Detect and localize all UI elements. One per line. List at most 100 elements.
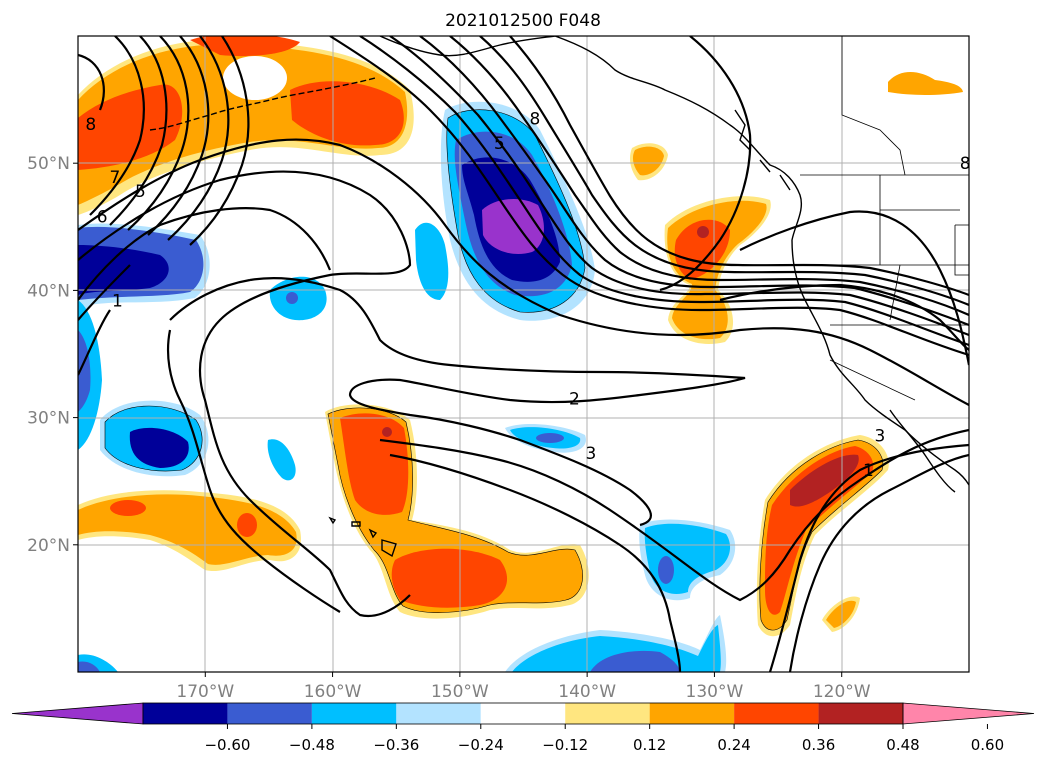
colorbar-segment xyxy=(396,703,481,724)
contour-label: 8 xyxy=(960,154,971,174)
negative-region-south xyxy=(590,650,680,672)
colorbar-tick-label: 0.12 xyxy=(633,736,666,754)
contour-26 xyxy=(509,36,969,297)
contour-label: 5 xyxy=(135,182,146,202)
colorbar-tick-label: −0.60 xyxy=(204,736,250,754)
colorbar-segment xyxy=(734,703,819,724)
contour-3 xyxy=(78,207,332,301)
contour-18 xyxy=(167,36,230,241)
positive-region-ne xyxy=(632,146,664,176)
positive-region-ne xyxy=(888,72,963,95)
contour-15 xyxy=(109,36,168,226)
contour-19 xyxy=(189,36,250,246)
contour-label: 6 xyxy=(97,208,108,228)
colorbar-extend-max xyxy=(902,702,1035,725)
contour-2 xyxy=(78,170,412,618)
lat-tick-label: 20°N xyxy=(27,536,70,556)
positive-region-nw xyxy=(78,84,183,170)
canada-borders xyxy=(841,36,906,176)
anomaly-shading xyxy=(78,36,963,672)
state-borders xyxy=(805,175,969,401)
contour-9 xyxy=(788,453,969,672)
positive-region-ne xyxy=(674,219,730,280)
positive-region-hawaii xyxy=(340,413,409,515)
contour-10 xyxy=(166,329,341,613)
contour-label: 2 xyxy=(569,390,580,410)
contour-label: 1 xyxy=(863,461,874,481)
colorbar-extend-min xyxy=(11,702,144,725)
contour-11 xyxy=(78,309,111,376)
lon-tick-label: 140°W xyxy=(558,682,616,702)
positive-region-baja xyxy=(826,600,856,628)
contour-lines xyxy=(78,36,969,672)
negative-region xyxy=(415,222,449,300)
positive-region-hawaii xyxy=(382,427,392,437)
colorbar-tick-label: 0.24 xyxy=(717,736,750,754)
lon-tick-label: 170°W xyxy=(176,682,234,702)
negative-region xyxy=(536,433,564,443)
colorbar-segment xyxy=(227,703,312,724)
positive-region-sw xyxy=(110,500,146,516)
contour-13 xyxy=(78,53,105,111)
colorbar-segment xyxy=(143,703,228,724)
contour-25 xyxy=(479,36,969,307)
contour-23 xyxy=(419,36,969,327)
contour-14 xyxy=(89,36,145,216)
contour-6 xyxy=(379,428,969,602)
baja-coast xyxy=(889,409,956,493)
positive-region-ne xyxy=(697,226,709,238)
negative-region-south xyxy=(78,661,100,672)
colorbar-frame xyxy=(142,702,904,725)
colorbar-tick-label: 0.36 xyxy=(802,736,835,754)
contour-12 xyxy=(78,264,131,321)
negative-region xyxy=(129,427,189,468)
contour-22 xyxy=(389,36,969,337)
contour-21 xyxy=(359,36,969,347)
contour-label: 5 xyxy=(494,134,505,154)
contour-28 xyxy=(739,210,969,366)
negative-region xyxy=(269,276,327,321)
contour-7 xyxy=(389,453,682,672)
contour-20 xyxy=(329,36,969,357)
negative-region-west xyxy=(78,245,169,295)
map-title: 2021012500 F048 xyxy=(445,11,601,31)
coastlines xyxy=(149,36,969,558)
hawaiian-islands xyxy=(328,516,397,558)
colorbar-segment xyxy=(480,703,566,724)
colorbar-segment xyxy=(818,703,903,724)
colorbar-tick-label: −0.36 xyxy=(373,736,419,754)
negative-region xyxy=(267,439,296,481)
contour-label: 1 xyxy=(112,292,123,312)
contour-27 xyxy=(659,36,752,292)
contour-8 xyxy=(768,443,969,672)
lat-tick-label: 40°N xyxy=(27,281,70,301)
contour-4 xyxy=(249,276,746,527)
colorbar-tick-label: 0.60 xyxy=(971,736,1004,754)
contour-24 xyxy=(449,36,969,317)
positive-region-nw xyxy=(190,36,300,57)
shading-edges xyxy=(104,109,884,631)
colorbar-tick-label: −0.24 xyxy=(458,736,504,754)
negative-region xyxy=(286,292,298,304)
colorbar-segment xyxy=(565,703,650,724)
negative-region-west xyxy=(78,330,91,412)
contour-label: 3 xyxy=(586,444,597,464)
aleutian-islands xyxy=(149,77,376,131)
map-frame xyxy=(77,35,970,673)
positive-region-nw xyxy=(290,81,404,146)
lon-tick-label: 120°W xyxy=(813,682,871,702)
contour-29 xyxy=(719,283,969,351)
positive-region-nw xyxy=(223,56,287,100)
colorbar: −0.60 −0.48 −0.36 −0.24 −0.12 0.12 0.24 0.36 0.4… xyxy=(11,702,1035,754)
contour-5 xyxy=(169,278,251,321)
contour-label: 8 xyxy=(530,110,541,130)
lat-tick-label: 50°N xyxy=(27,154,70,174)
colorbar-segment xyxy=(311,703,397,724)
colorbar-tick-label: −0.48 xyxy=(289,736,335,754)
colorbar-segment xyxy=(649,703,735,724)
colorbar-tick-label: −0.12 xyxy=(542,736,588,754)
lon-tick-label: 160°W xyxy=(304,682,362,702)
